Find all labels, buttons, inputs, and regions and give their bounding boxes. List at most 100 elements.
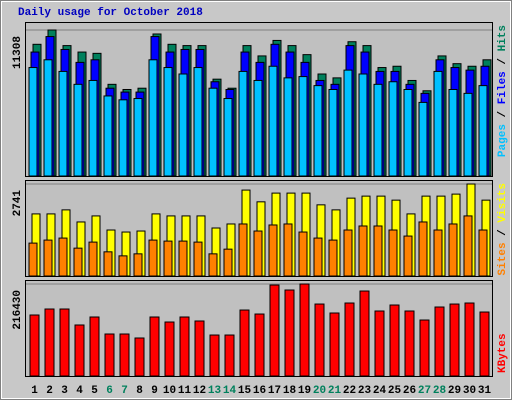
bar: [299, 283, 310, 377]
bar: [418, 221, 428, 277]
x-tick-label: 22: [343, 385, 356, 397]
y-tick-label: 216430: [12, 290, 24, 330]
bar: [238, 223, 248, 277]
bar: [418, 101, 428, 177]
bar: [344, 302, 355, 377]
x-tick-label: 3: [61, 385, 68, 397]
legend: Sites / Visits: [497, 183, 509, 275]
bar: [268, 65, 278, 177]
bar: [358, 73, 368, 177]
bar: [148, 59, 158, 177]
legend-separator: /: [497, 51, 509, 71]
x-tick-label: 19: [298, 385, 311, 397]
bar: [73, 83, 83, 177]
bar: [163, 240, 173, 277]
bar: [343, 69, 353, 177]
x-tick-label: 30: [463, 385, 476, 397]
bar: [328, 239, 338, 277]
bar: [463, 92, 473, 177]
legend-separator: /: [497, 223, 509, 243]
bar: [133, 98, 143, 177]
bar: [89, 316, 100, 377]
bar: [329, 312, 340, 377]
bar: [373, 225, 383, 277]
x-tick-label: 28: [433, 385, 447, 397]
bar: [433, 70, 443, 177]
bar: [463, 215, 473, 277]
x-tick-label: 24: [373, 385, 387, 397]
bar: [419, 319, 430, 377]
x-tick-label: 20: [313, 385, 326, 397]
x-tick-label: 21: [328, 385, 342, 397]
bar: [269, 284, 280, 377]
chart-title: Daily usage for October 2018: [18, 7, 203, 19]
bar: [404, 310, 415, 377]
x-tick-label: 27: [418, 385, 431, 397]
bar: [313, 237, 323, 277]
legend-entry: Files: [497, 71, 509, 104]
legend: KBytes: [497, 333, 509, 373]
bar: [208, 253, 218, 277]
bar: [253, 79, 263, 177]
bar: [74, 324, 85, 377]
bar: [58, 237, 68, 277]
bar: [208, 87, 218, 177]
x-tick-label: 8: [136, 385, 143, 397]
bar: [314, 303, 325, 377]
bar: [254, 313, 265, 377]
bar: [43, 239, 53, 277]
bar: [178, 73, 188, 177]
x-tick-label: 23: [358, 385, 372, 397]
bar: [373, 83, 383, 177]
bar: [179, 316, 190, 377]
bar: [283, 77, 293, 177]
bar: [164, 321, 175, 377]
x-tick-label: 16: [253, 385, 266, 397]
bar: [28, 242, 38, 277]
bar: [149, 316, 160, 377]
bar: [28, 67, 38, 177]
bar: [118, 99, 128, 177]
bar: [224, 334, 235, 377]
x-tick-label: 9: [151, 385, 158, 397]
bar: [374, 310, 385, 377]
bar: [328, 88, 338, 177]
bar: [464, 302, 475, 377]
x-tick-label: 12: [193, 385, 206, 397]
bar: [449, 303, 460, 377]
x-tick-label: 1: [31, 385, 38, 397]
bar: [359, 290, 370, 377]
bar: [479, 311, 490, 377]
bar: [209, 334, 220, 377]
legend-separator: /: [497, 104, 509, 124]
bar: [433, 229, 443, 277]
x-tick-label: 13: [208, 385, 222, 397]
bar: [58, 70, 68, 177]
bar: [478, 229, 488, 277]
bar: [448, 223, 458, 277]
x-tick-label: 26: [403, 385, 416, 397]
bar: [478, 85, 488, 177]
y-tick-label: 2741: [12, 190, 24, 217]
bar: [148, 239, 158, 277]
bar: [88, 79, 98, 177]
bar: [253, 230, 263, 277]
x-tick-label: 15: [238, 385, 252, 397]
bar: [388, 229, 398, 277]
bar: [388, 81, 398, 177]
bar: [448, 88, 458, 177]
legend-entry: KBytes: [497, 333, 509, 373]
bar: [284, 289, 295, 377]
bar: [104, 333, 115, 377]
legend-entry: Hits: [497, 25, 509, 51]
bar: [194, 320, 205, 377]
legend-entry: Visits: [497, 183, 509, 223]
bar: [193, 241, 203, 277]
bar: [434, 306, 445, 377]
x-tick-label: 14: [223, 385, 237, 397]
bar: [223, 98, 233, 177]
bar: [103, 251, 113, 277]
bar: [403, 88, 413, 177]
x-tick-label: 29: [448, 385, 461, 397]
